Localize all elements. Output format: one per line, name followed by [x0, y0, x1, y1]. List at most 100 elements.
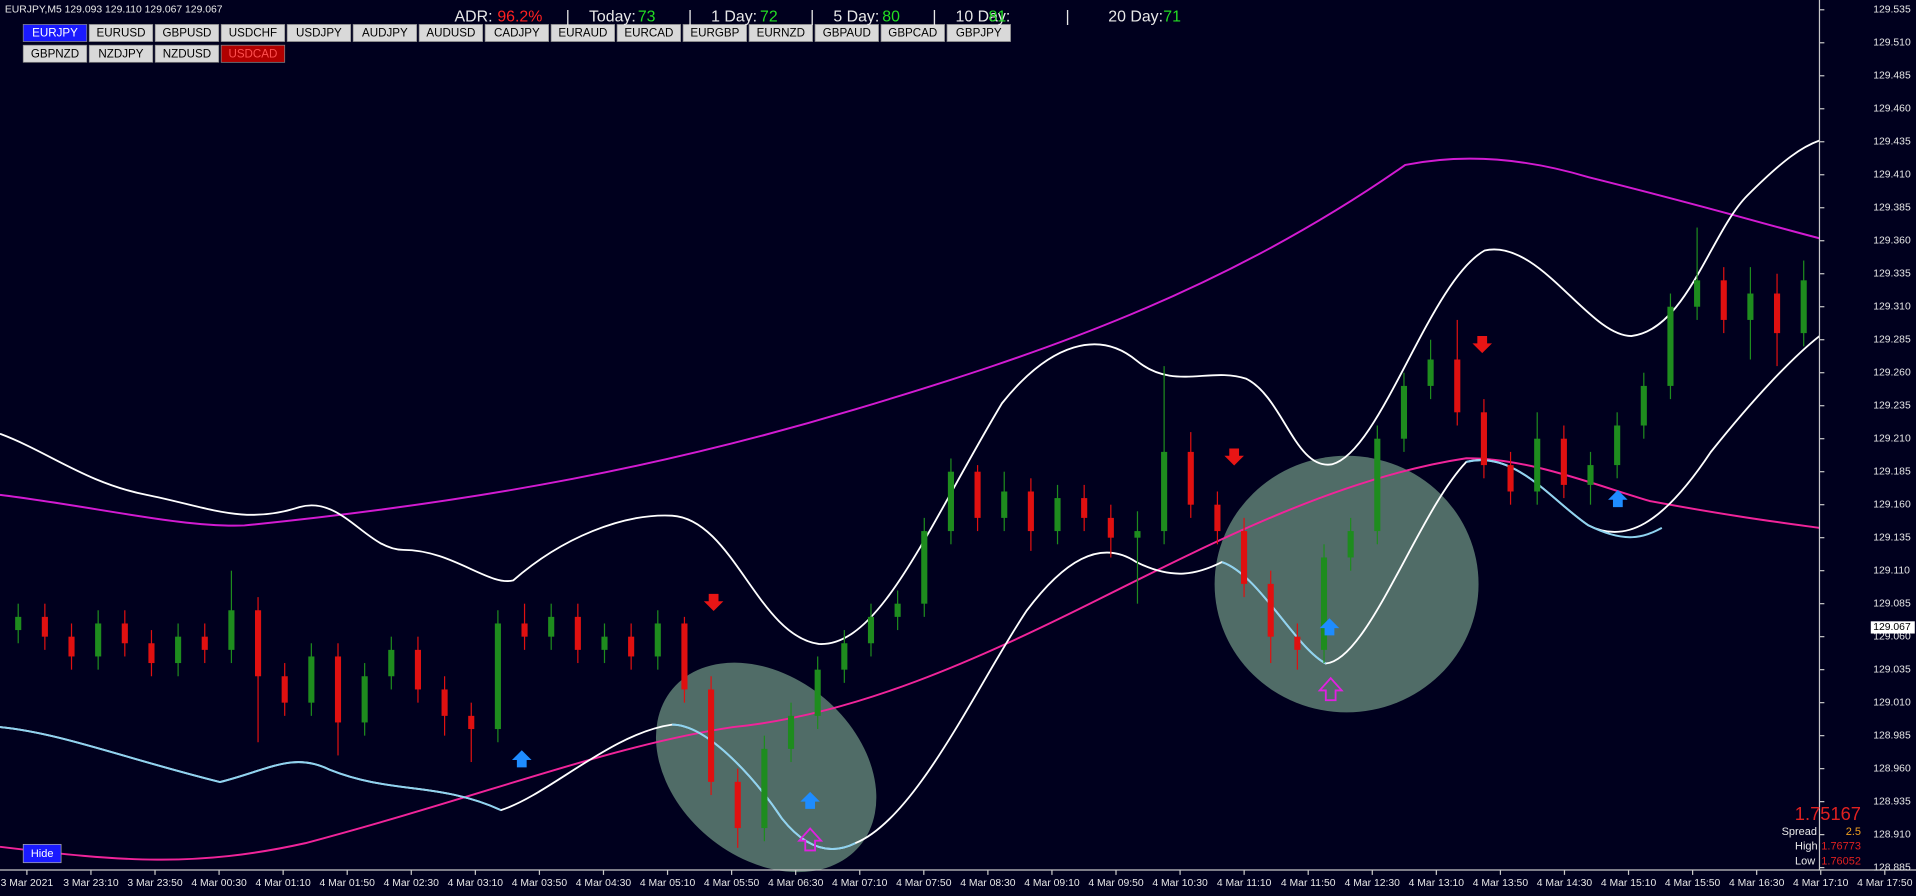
symbol-button-bg[interactable] [22, 24, 88, 42]
candle-body [1694, 280, 1701, 307]
candle-body [708, 689, 715, 782]
symbol-button-bg[interactable] [748, 24, 813, 42]
symbol-button-bg[interactable] [550, 24, 616, 42]
candle-body [15, 616, 22, 631]
signals [511, 336, 1628, 852]
symbol-button-bg[interactable] [88, 24, 154, 42]
symbol-button[interactable]: NZDUSD [154, 44, 220, 63]
symbol-button-bg[interactable] [154, 24, 220, 42]
symbol-button-label[interactable]: EURGBP [690, 27, 739, 40]
symbol-button-bg[interactable] [946, 24, 1011, 42]
candle-body [1454, 359, 1461, 413]
symbol-button-label[interactable]: GBPJPY [956, 27, 1002, 40]
symbol-button-label[interactable]: GBPAUD [823, 27, 871, 40]
symbol-button-bg[interactable] [352, 24, 418, 42]
symbol-button[interactable]: USDCHF [220, 24, 286, 42]
adr-label: 20 Day: [1108, 8, 1163, 25]
hide-button-bg[interactable] [22, 843, 62, 864]
candle-body [867, 616, 875, 644]
x-tick-label: 4 Mar 05:10 [640, 878, 696, 889]
y-tick-label: 129.385 [1873, 202, 1911, 213]
candle-body [175, 636, 182, 664]
symbol-button-label[interactable]: USDCAD [228, 47, 277, 60]
symbol-button[interactable]: CADJPY [484, 24, 550, 42]
symbol-button-bg[interactable] [484, 24, 550, 42]
symbol-button-label[interactable]: AUDUSD [426, 27, 475, 40]
symbol-button[interactable]: EURAUD [550, 24, 616, 42]
hide-button[interactable]: Hide [22, 843, 62, 864]
symbol-button[interactable]: EURGBP [682, 24, 747, 42]
symbol-button[interactable]: USDCAD [220, 44, 286, 63]
adr-value: 72 [760, 8, 778, 25]
symbol-button[interactable]: GBPUSD [154, 24, 220, 42]
y-tick-label: 128.935 [1873, 796, 1911, 807]
symbol-button[interactable]: EURJPY [22, 24, 88, 42]
symbol-button-label[interactable]: GBPCAD [888, 27, 937, 40]
symbol-button-label[interactable]: AUDJPY [362, 27, 408, 40]
symbol-button-label[interactable]: NZDUSD [163, 47, 211, 60]
zone [1214, 455, 1479, 713]
lower-band-highlight [1221, 561, 1327, 665]
y-tick-label: 129.535 [1873, 5, 1911, 16]
symbol-button-bg[interactable] [616, 24, 681, 42]
symbol-button[interactable]: GBPAUD [814, 24, 879, 42]
symbol-button-bg[interactable] [286, 24, 352, 42]
info-price: 1.75167 [1795, 803, 1861, 824]
symbol-button[interactable]: GBPJPY [946, 24, 1011, 42]
symbol-button-bg[interactable] [880, 24, 945, 42]
symbol-button-label[interactable]: EURUSD [96, 27, 145, 40]
symbol-button-label[interactable]: EURAUD [558, 27, 607, 40]
hide-label[interactable]: Hide [31, 848, 54, 860]
candle-body [1267, 583, 1274, 637]
symbol-button[interactable]: AUDJPY [352, 24, 418, 42]
high-value: 1.76773 [1821, 841, 1861, 853]
symbol-button[interactable]: EURUSD [88, 24, 154, 42]
symbol-button[interactable]: EURNZD [748, 24, 813, 42]
symbol-button-bg[interactable] [88, 44, 154, 63]
symbol-button-label[interactable]: NZDJPY [98, 47, 143, 60]
y-tick-label: 129.110 [1873, 565, 1910, 576]
symbol-button-label[interactable]: CADJPY [494, 27, 540, 40]
symbol-button-label[interactable]: USDJPY [296, 27, 342, 40]
symbol-button-label[interactable]: GBPNZD [31, 47, 79, 60]
candle-body [894, 603, 901, 617]
x-tick-label: 4 Mar 13:50 [1473, 878, 1529, 889]
adr-value: 71 [1163, 8, 1181, 25]
candle-body [761, 748, 768, 829]
symbol-button-label[interactable]: EURCAD [624, 27, 673, 40]
candle-body [228, 610, 235, 650]
adr-label: Today: [589, 8, 636, 25]
symbol-button-bg[interactable] [418, 24, 484, 42]
buy-arrow [1608, 489, 1628, 508]
symbol-button-bg[interactable] [220, 24, 286, 42]
symbol-button-label[interactable]: USDCHF [229, 27, 277, 40]
x-tick-label: 4 Mar 15:10 [1601, 878, 1657, 889]
x-tick-label: 4 Mar 08:30 [960, 878, 1016, 889]
candle-body [601, 636, 608, 650]
adr-label: ADR: [455, 8, 493, 25]
symbol-button-bg[interactable] [682, 24, 747, 42]
candle-body [468, 715, 475, 730]
symbol-button[interactable]: GBPCAD [880, 24, 945, 42]
candles [15, 227, 1807, 848]
candle-body [974, 471, 981, 518]
y-tick-label: 129.335 [1873, 268, 1911, 279]
symbol-button-label[interactable]: GBPUSD [162, 27, 211, 40]
x-tick-label: 4 Mar 11:10 [1217, 878, 1272, 889]
symbol-button[interactable]: EURCAD [616, 24, 681, 42]
symbol-button-bg[interactable] [220, 44, 286, 63]
symbol-button-bg[interactable] [154, 44, 220, 63]
symbol-button-label[interactable]: EURNZD [757, 27, 805, 40]
candle-body [414, 649, 422, 690]
symbol-button[interactable]: GBPNZD [22, 44, 88, 63]
symbol-button-bg[interactable] [814, 24, 879, 42]
y-tick-label: 129.135 [1873, 532, 1911, 543]
fast-ma [0, 457, 1820, 861]
symbol-button[interactable]: USDJPY [286, 24, 352, 42]
symbol-button-label[interactable]: EURJPY [32, 27, 78, 40]
symbol-button[interactable]: AUDUSD [418, 24, 484, 42]
low-label: Low [1795, 855, 1815, 867]
candle-body [1534, 438, 1541, 492]
symbol-button[interactable]: NZDJPY [88, 44, 154, 63]
symbol-button-bg[interactable] [22, 44, 88, 63]
